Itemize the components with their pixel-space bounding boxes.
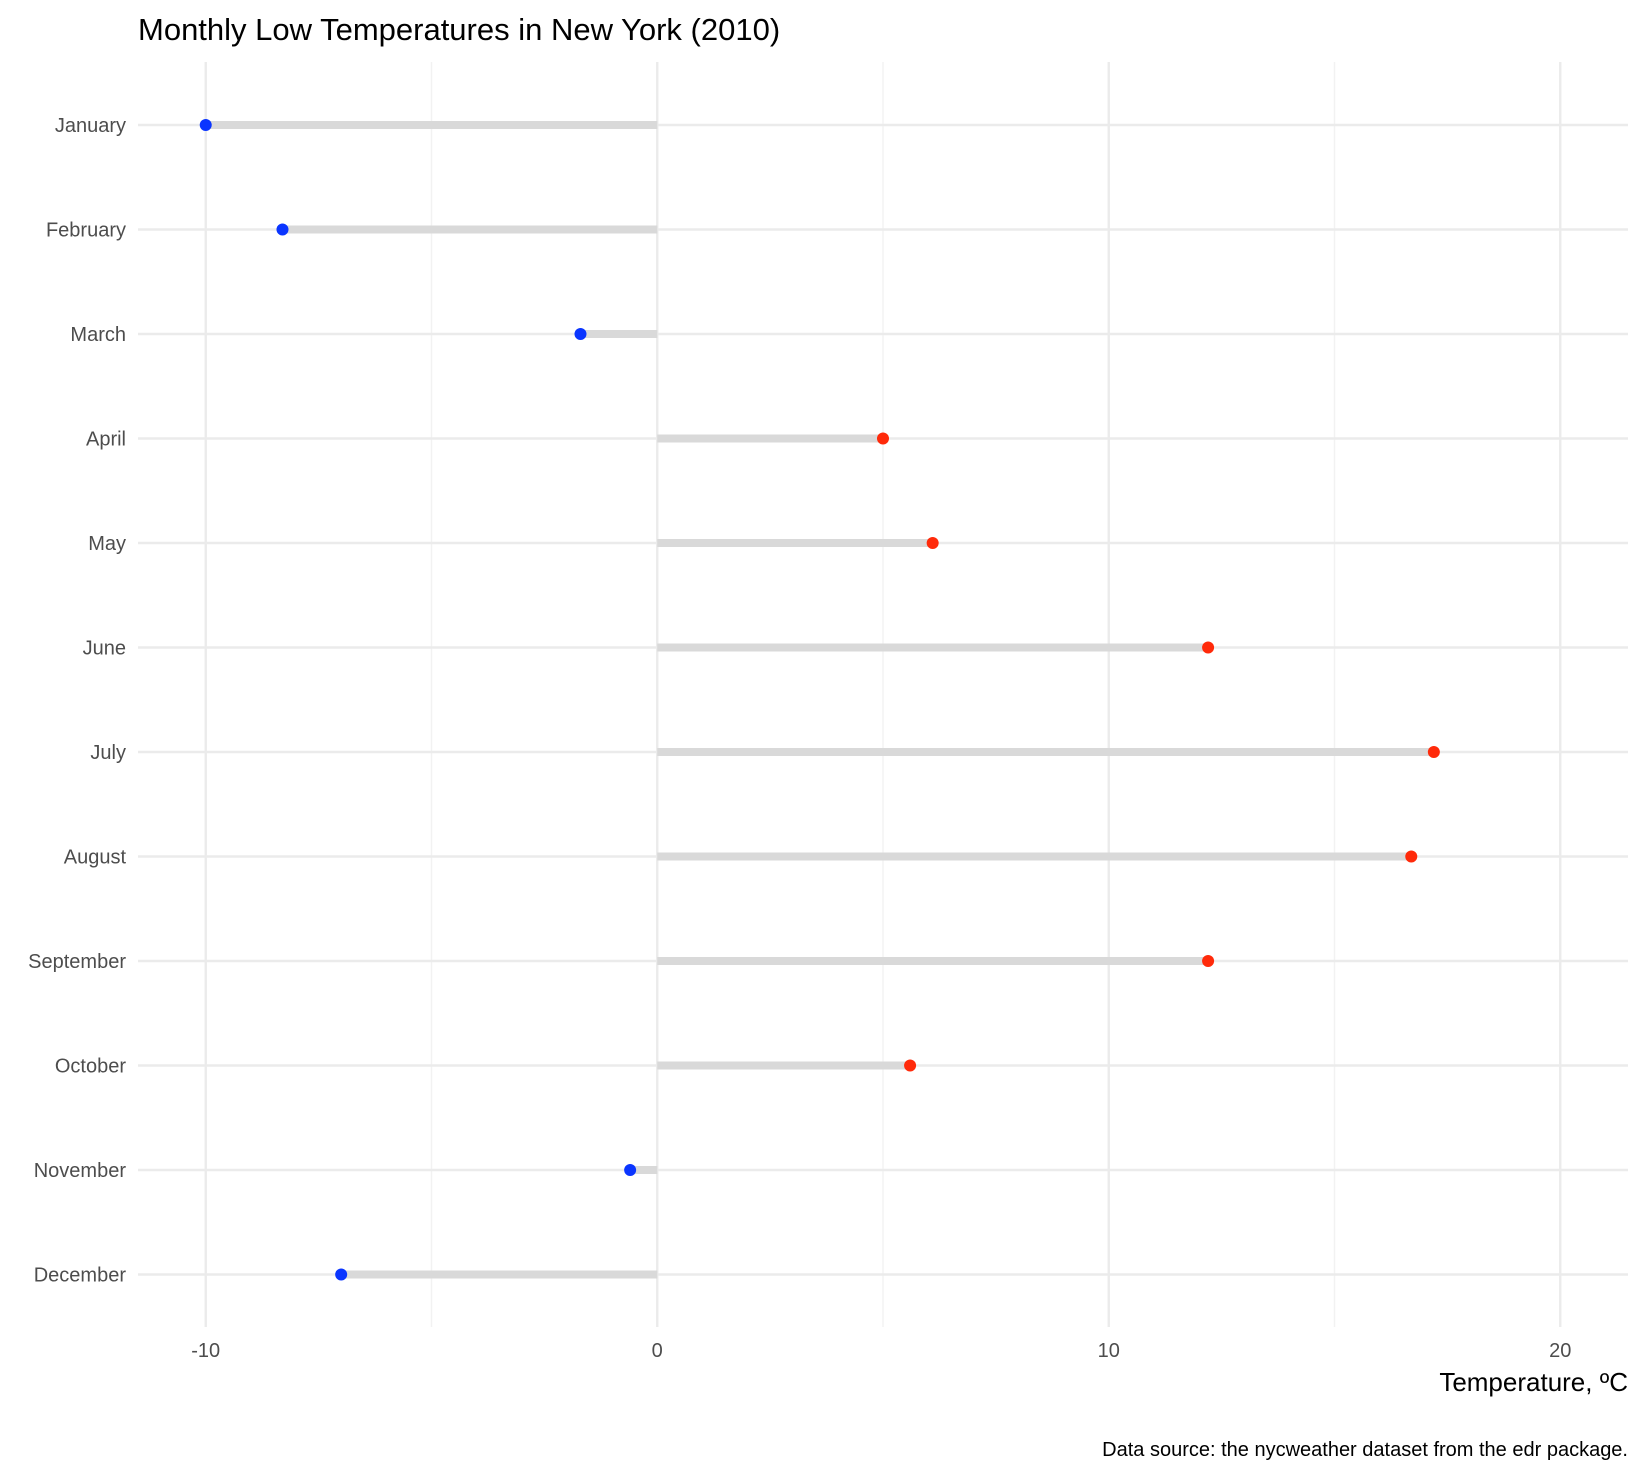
data-point <box>624 1164 637 1176</box>
x-tick-label: 20 <box>1549 1340 1571 1362</box>
y-tick-label: March <box>70 324 126 346</box>
y-tick-label: January <box>55 115 126 137</box>
y-tick-label: July <box>90 742 126 764</box>
y-tick-label: December <box>34 1265 127 1287</box>
data-point <box>877 432 889 445</box>
lollipop-points <box>199 119 1440 1281</box>
data-point <box>1202 641 1215 654</box>
y-tick-label: June <box>83 638 126 660</box>
chart-caption: Data source: the nycweather dataset from… <box>1102 1439 1628 1461</box>
x-tick-label: 10 <box>1098 1340 1120 1362</box>
y-tick-label: February <box>46 220 126 242</box>
grid-lines <box>138 62 1628 1327</box>
data-point <box>574 328 587 340</box>
y-tick-label: September <box>28 951 126 973</box>
x-axis-title: Temperature, ºC <box>1439 1367 1628 1397</box>
data-point <box>926 537 939 549</box>
lollipop-stems <box>205 121 1434 1279</box>
y-tick-label: May <box>88 533 126 555</box>
data-point <box>1427 746 1440 758</box>
data-point <box>335 1268 348 1281</box>
x-tick-labels: -10 0 10 20 <box>191 1340 1571 1362</box>
x-tick-label: -10 <box>191 1340 220 1362</box>
data-point <box>904 1059 917 1072</box>
data-point <box>276 223 289 236</box>
y-tick-label: August <box>64 847 127 869</box>
y-tick-label: October <box>55 1056 126 1078</box>
chart-title: Monthly Low Temperatures in New York (20… <box>138 12 780 47</box>
y-tick-labels: January February March April May June July Augu… <box>28 115 126 1287</box>
y-tick-label: November <box>34 1160 127 1182</box>
x-tick-label: 0 <box>652 1340 663 1362</box>
y-tick-label: April <box>86 429 126 451</box>
data-point <box>1202 955 1215 967</box>
data-point <box>199 119 212 131</box>
data-point <box>1405 850 1418 863</box>
